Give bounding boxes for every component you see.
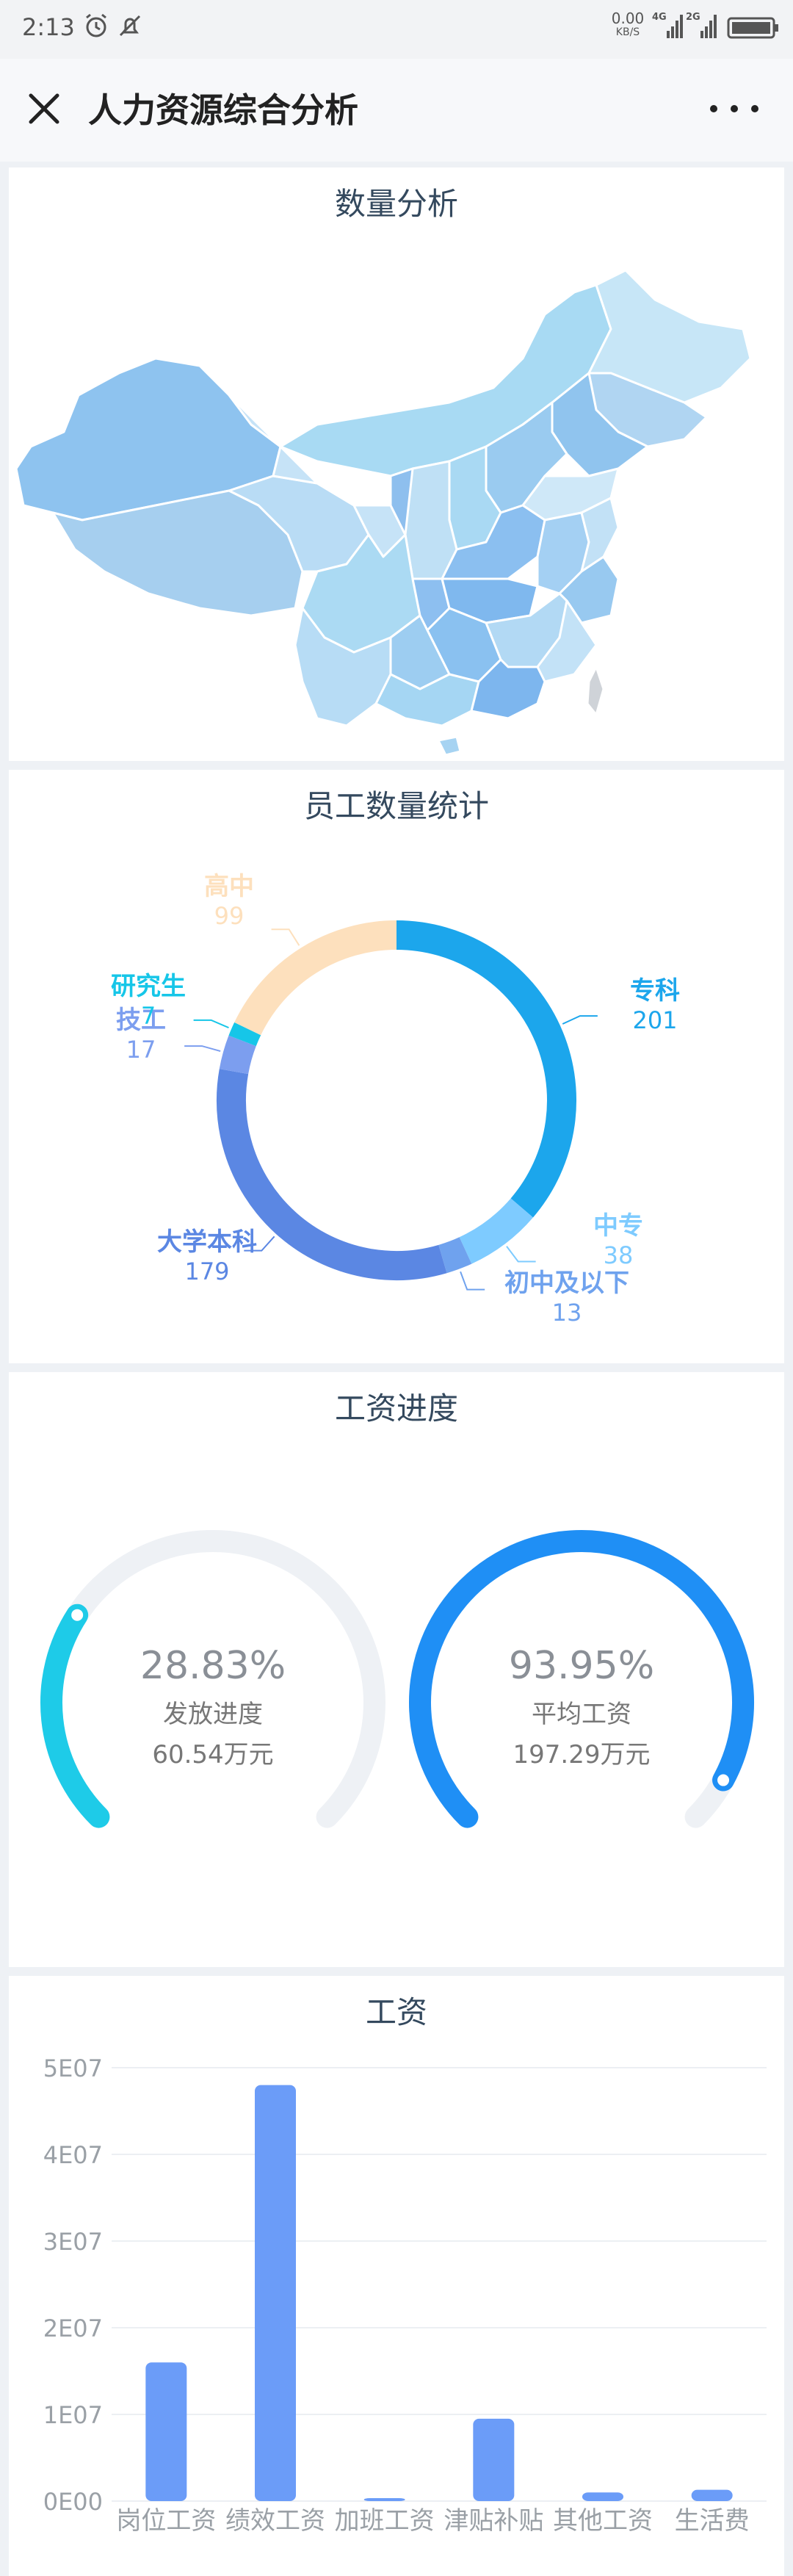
bell-off-icon xyxy=(119,15,141,37)
donut-label-value-2: 13 xyxy=(552,1299,582,1327)
bar-card-title: 工资 xyxy=(365,1994,427,2030)
donut-leader-5 xyxy=(193,1019,229,1029)
bar-xtick-label: 加班工资 xyxy=(335,2506,435,2536)
china-map xyxy=(15,269,752,755)
net-speed-unit: KB/S xyxy=(615,26,640,38)
bar-xtick-label: 津贴补贴 xyxy=(443,2506,543,2536)
status-bar: 2:13 0.00 KB/S 4G 2G xyxy=(0,0,793,59)
app-header: 人力资源综合分析 xyxy=(0,59,793,162)
donut-segment-6[interactable] xyxy=(234,920,397,1036)
bar-4[interactable] xyxy=(582,2492,623,2501)
alarm-icon xyxy=(86,13,106,37)
gauge-2-text: 93.95% 平均工资 197.29万元 xyxy=(427,1644,736,1770)
bar-xtick-label: 生活费 xyxy=(675,2506,750,2536)
gauge-1-label: 发放进度 xyxy=(163,1700,263,1729)
bar-0[interactable] xyxy=(145,2362,187,2501)
bar-chart: 0E00 1E07 2E07 3E07 4E07 5E07 岗位工资 绩效工资 加班工资 津贴补贴… xyxy=(43,2054,767,2536)
battery-icon xyxy=(727,17,778,39)
signal-2g-icon xyxy=(700,15,717,38)
net-speed: 0.00 KB/S xyxy=(609,10,646,38)
donut-card: 员工数量统计 专科 201 中专 38 初中及以下 13 大学本科 179 技工 17 研究生 7 高中… xyxy=(9,770,784,1363)
donut-leader-3 xyxy=(244,1235,275,1252)
bar-ytick-label: 4E07 xyxy=(43,2141,103,2169)
donut-label-name-5: 研究生 xyxy=(111,972,186,1001)
donut-segment-1[interactable] xyxy=(459,1198,533,1264)
gauge-2-percent: 93.95% xyxy=(508,1644,655,1688)
donut-label-value-4: 17 xyxy=(126,1036,156,1064)
bar-ytick-label: 1E07 xyxy=(43,2401,103,2429)
bar-card: 工资 0E00 1E07 2E07 3E07 4E07 5E07 岗位工资 绩效工资 加班工资津… xyxy=(9,1976,784,2576)
map-region-hainan[interactable] xyxy=(437,735,462,755)
gauge-handle-1 xyxy=(714,1771,733,1789)
gauge-1-value: 60.54万元 xyxy=(152,1740,274,1769)
gauge-progress-0 xyxy=(40,1603,110,1828)
bar-1[interactable] xyxy=(255,2085,296,2501)
bar-ytick-label: 0E00 xyxy=(43,2488,103,2516)
donut-label-name-2: 初中及以下 xyxy=(504,1269,629,1298)
gauge-1-percent: 28.83% xyxy=(140,1644,286,1688)
bar-ytick-label: 2E07 xyxy=(43,2315,103,2342)
bar-ytick-label: 5E07 xyxy=(43,2054,103,2082)
donut-label-value-1: 38 xyxy=(604,1241,634,1269)
close-icon[interactable] xyxy=(21,85,68,132)
donut-leader-4 xyxy=(184,1045,221,1053)
bar-2[interactable] xyxy=(363,2498,405,2501)
map-card-title: 数量分析 xyxy=(334,186,458,222)
net-2g-label: 2G xyxy=(686,12,700,23)
bar-xtick-label: 岗位工资 xyxy=(116,2506,216,2536)
donut-segment-0[interactable] xyxy=(396,920,576,1218)
donut-leader-0 xyxy=(562,1015,598,1025)
donut-label-value-0: 201 xyxy=(632,1006,677,1034)
bar-xtick-label: 其他工资 xyxy=(553,2506,653,2536)
donut-segment-2[interactable] xyxy=(438,1237,472,1274)
map-region-taiwan[interactable] xyxy=(586,665,605,716)
donut-leader-6 xyxy=(271,928,300,946)
gauge-1-text: 28.83% 发放进度 60.54万元 xyxy=(59,1644,367,1770)
bar-5[interactable] xyxy=(691,2489,733,2501)
bar-ytick-label: 3E07 xyxy=(43,2228,103,2256)
donut-leader-2 xyxy=(460,1271,485,1291)
signal-4g-icon xyxy=(667,15,683,38)
donut-label-name-3: 大学本科 xyxy=(157,1227,257,1257)
page-title: 人力资源综合分析 xyxy=(88,90,358,130)
donut-label-value-5: 7 xyxy=(141,1002,156,1030)
donut-segment-5[interactable] xyxy=(228,1022,261,1047)
map-card: 数量分析 xyxy=(9,167,784,761)
gauge-2-label: 平均工资 xyxy=(532,1700,631,1729)
donut-segment-4[interactable] xyxy=(219,1035,256,1075)
gauge-handle-0 xyxy=(68,1606,87,1624)
donut-segment-3[interactable] xyxy=(217,1069,447,1280)
net-4g-label: 4G xyxy=(652,12,667,23)
donut-card-title: 员工数量统计 xyxy=(303,788,489,824)
donut-label-name-4: 技工 xyxy=(116,1006,166,1035)
bar-3[interactable] xyxy=(473,2418,515,2501)
gauge-progress-1 xyxy=(409,1530,754,1828)
map-region-guangdong[interactable] xyxy=(470,658,546,720)
donut-label-name-6: 高中 xyxy=(204,872,254,901)
more-options-icon[interactable] xyxy=(705,88,764,129)
donut-label-value-3: 179 xyxy=(184,1258,229,1285)
progress-card-title: 工资进度 xyxy=(334,1390,458,1426)
donut-label-value-6: 99 xyxy=(214,902,245,930)
status-time: 2:13 xyxy=(22,13,75,41)
gauge-2-value: 197.29万元 xyxy=(513,1740,651,1769)
progress-card: 工资进度 28.83% 发放进度 60.54万元 93.95% 平均工资 197… xyxy=(9,1372,784,1967)
gauges xyxy=(40,1530,754,1828)
bar-xtick-label: 绩效工资 xyxy=(225,2506,325,2536)
net-speed-value: 0.00 xyxy=(611,10,645,27)
donut-label-name-1: 中专 xyxy=(593,1211,643,1241)
donut-leader-1 xyxy=(506,1246,536,1263)
donut-label-name-0: 专科 xyxy=(630,976,680,1006)
